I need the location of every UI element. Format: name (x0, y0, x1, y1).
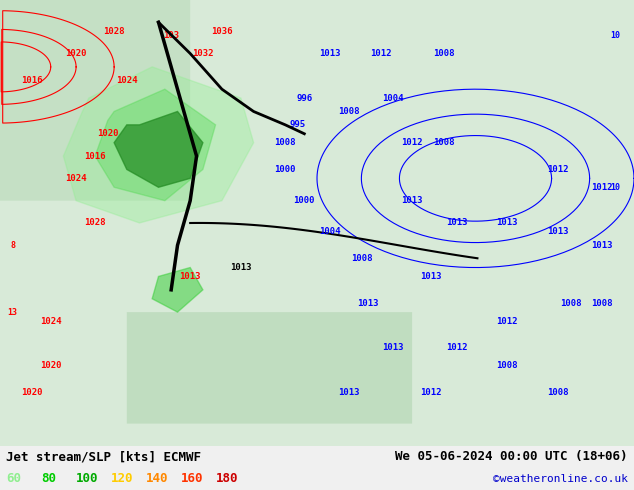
Text: 1032: 1032 (192, 49, 214, 58)
Text: 13: 13 (8, 308, 18, 317)
Text: 1008: 1008 (351, 254, 372, 263)
Text: 1012: 1012 (547, 165, 569, 174)
Text: 10: 10 (610, 31, 620, 40)
Text: 1028: 1028 (103, 27, 125, 36)
Text: 1013: 1013 (420, 272, 442, 281)
Text: 1013: 1013 (179, 272, 201, 281)
Text: Jet stream/SLP [kts] ECMWF: Jet stream/SLP [kts] ECMWF (6, 450, 202, 464)
Text: 1013: 1013 (338, 388, 359, 397)
Text: 1028: 1028 (84, 219, 106, 227)
Text: 1012: 1012 (370, 49, 391, 58)
Text: 8: 8 (10, 241, 15, 250)
Text: ©weatheronline.co.uk: ©weatheronline.co.uk (493, 474, 628, 484)
Text: 1013: 1013 (547, 227, 569, 236)
Text: 1024: 1024 (40, 317, 61, 325)
Text: 1024: 1024 (116, 76, 138, 85)
Text: 1013: 1013 (319, 49, 340, 58)
Text: 1020: 1020 (40, 361, 61, 370)
Text: 1013: 1013 (401, 196, 423, 205)
Text: 10: 10 (610, 183, 620, 192)
Text: 1008: 1008 (433, 138, 455, 147)
FancyBboxPatch shape (127, 312, 412, 423)
Text: 1008: 1008 (496, 361, 518, 370)
Text: 1012: 1012 (401, 138, 423, 147)
Text: 1013: 1013 (592, 241, 613, 250)
Text: 1012: 1012 (592, 183, 613, 192)
Text: 1036: 1036 (211, 27, 233, 36)
Text: 1000: 1000 (294, 196, 315, 205)
Text: 1008: 1008 (275, 138, 296, 147)
Text: 1013: 1013 (357, 299, 378, 308)
Polygon shape (152, 268, 203, 312)
Text: 1012: 1012 (420, 388, 442, 397)
Polygon shape (63, 67, 254, 223)
Text: 1016: 1016 (21, 76, 42, 85)
Text: 140: 140 (146, 472, 168, 486)
Text: 1016: 1016 (84, 151, 106, 161)
Text: 1000: 1000 (275, 165, 296, 174)
Text: 1012: 1012 (496, 317, 518, 325)
Text: 1008: 1008 (433, 49, 455, 58)
Polygon shape (114, 112, 203, 187)
Text: 80: 80 (41, 472, 56, 486)
Text: 1008: 1008 (560, 299, 581, 308)
Text: 995: 995 (290, 121, 306, 129)
Text: 100: 100 (76, 472, 98, 486)
Text: 1004: 1004 (382, 94, 404, 102)
Text: 1013: 1013 (496, 219, 518, 227)
Text: 103: 103 (163, 31, 179, 40)
Text: 60: 60 (6, 472, 22, 486)
Text: 180: 180 (216, 472, 238, 486)
Text: 1012: 1012 (446, 343, 467, 352)
Text: 1020: 1020 (21, 388, 42, 397)
Text: 1013: 1013 (230, 263, 252, 272)
Text: 996: 996 (296, 94, 313, 102)
Text: 1008: 1008 (592, 299, 613, 308)
FancyBboxPatch shape (0, 0, 190, 201)
Text: 1008: 1008 (547, 388, 569, 397)
Text: 1024: 1024 (65, 174, 87, 183)
Text: 1020: 1020 (65, 49, 87, 58)
Text: 1008: 1008 (338, 107, 359, 116)
Text: 120: 120 (111, 472, 133, 486)
Text: 1013: 1013 (446, 219, 467, 227)
Text: 1004: 1004 (319, 227, 340, 236)
Text: 1020: 1020 (97, 129, 119, 138)
Text: 160: 160 (181, 472, 203, 486)
Text: 1013: 1013 (382, 343, 404, 352)
Text: We 05-06-2024 00:00 UTC (18+06): We 05-06-2024 00:00 UTC (18+06) (395, 450, 628, 464)
Polygon shape (95, 89, 216, 201)
